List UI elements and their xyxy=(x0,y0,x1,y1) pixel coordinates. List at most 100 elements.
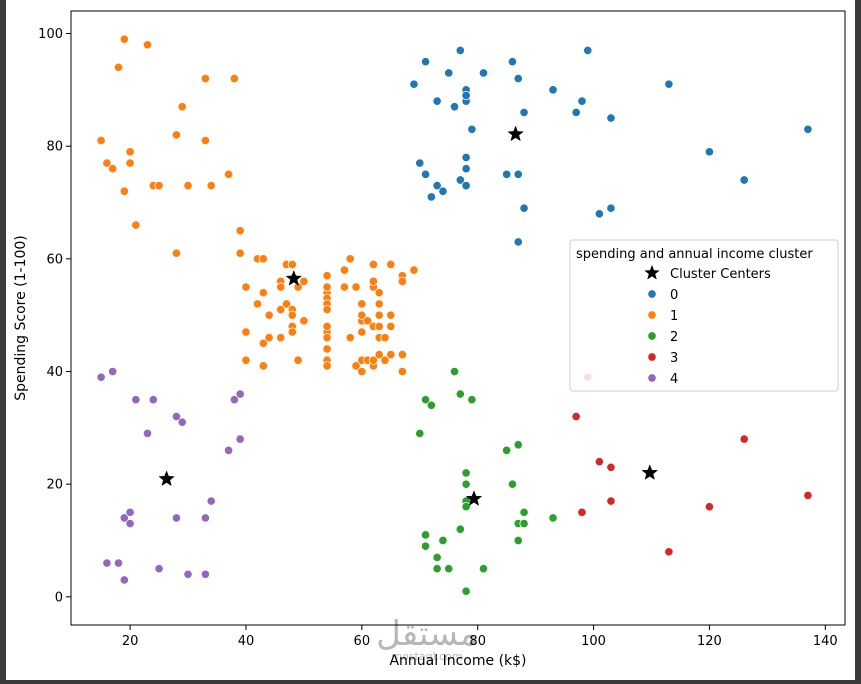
cluster-1-point xyxy=(131,220,141,230)
cluster-0-point xyxy=(704,147,715,157)
cluster-1-point xyxy=(96,135,106,146)
cluster-1-point xyxy=(345,333,355,343)
cluster-4-point xyxy=(200,513,210,523)
cluster-1-point xyxy=(154,181,164,191)
watermark-glyph: مستقل xyxy=(376,614,478,654)
legend-entries: Cluster Centers 0 1 2 3 4 xyxy=(644,265,771,387)
cluster-1-point xyxy=(322,304,332,315)
cluster-1-point xyxy=(368,276,378,286)
cluster-1-point xyxy=(119,186,129,196)
cluster-2-point xyxy=(461,479,471,489)
cluster-0-point xyxy=(502,169,512,179)
cluster-4-point xyxy=(148,395,158,405)
cluster-1-point xyxy=(322,344,332,354)
cluster-4-point xyxy=(154,564,164,574)
cluster-1-point xyxy=(374,288,384,298)
cluster-1-point xyxy=(409,265,419,275)
cluster-1-point xyxy=(264,310,274,320)
cluster-3-point xyxy=(803,490,813,501)
cluster-1-point xyxy=(206,181,216,191)
cluster-1-point xyxy=(125,158,135,168)
x-tick-label: 60 xyxy=(354,634,371,649)
cluster-0-point xyxy=(455,45,465,56)
cluster-2-point xyxy=(461,468,471,478)
cluster-center-point xyxy=(465,490,483,506)
cluster-1-point xyxy=(200,74,210,84)
cluster-3-point xyxy=(606,496,616,506)
cluster-1-point xyxy=(276,282,286,292)
watermark-url: mostaql.com xyxy=(391,650,462,663)
cluster-4-point xyxy=(108,366,118,377)
cluster-3-point xyxy=(739,434,749,444)
cluster-1-point xyxy=(386,310,396,320)
cluster-2-point xyxy=(420,395,431,405)
cluster-0-point xyxy=(409,79,419,89)
legend-label: Cluster Centers xyxy=(670,267,771,282)
cluster-0-point xyxy=(739,175,749,185)
cluster-1-point xyxy=(322,271,332,281)
cluster-0-point xyxy=(420,169,431,179)
cluster-3-point xyxy=(606,462,616,472)
cluster-0-point xyxy=(420,57,431,67)
cluster-center-point xyxy=(158,470,175,487)
cluster-2-point xyxy=(507,479,518,489)
cluster-4-point xyxy=(142,428,153,439)
cluster-1-point xyxy=(374,299,384,309)
cluster-0-point xyxy=(426,192,436,202)
cluster-0-point xyxy=(803,124,813,134)
cluster-1-point xyxy=(397,276,407,286)
cluster-0-point xyxy=(583,45,593,56)
cluster-0-point xyxy=(467,124,477,134)
legend-marker-cluster-centers xyxy=(644,265,660,280)
cluster-2-point xyxy=(519,507,529,517)
cluster-center-point xyxy=(285,269,303,286)
points-layer xyxy=(96,34,813,596)
cluster-1-point xyxy=(357,327,367,337)
x-tick-label: 120 xyxy=(697,634,722,649)
cluster-3-point xyxy=(577,507,587,517)
cluster-4-point xyxy=(206,496,216,506)
cluster-2-point xyxy=(513,535,523,546)
legend-label: 0 xyxy=(670,288,678,303)
cluster-1-point xyxy=(258,338,268,348)
cluster-0-point xyxy=(519,107,529,117)
cluster-0-point xyxy=(664,79,674,89)
x-tick-label: 140 xyxy=(813,634,838,649)
cluster-1-point xyxy=(142,40,153,50)
legend-marker-cluster-0 xyxy=(647,289,657,299)
cluster-2-point xyxy=(519,519,529,529)
cluster-center-point xyxy=(507,125,524,142)
cluster-1-point xyxy=(322,361,332,371)
cluster-4-point xyxy=(171,513,182,523)
chart-figure: 20 40 60 80 100 120 140 0 20 40 60 80 100 Annual In… xyxy=(6,0,855,680)
cluster-1-point xyxy=(102,158,112,168)
legend-label: 4 xyxy=(670,372,678,387)
cluster-4-point xyxy=(119,575,129,585)
cluster-1-point xyxy=(374,310,384,320)
cluster-1-point xyxy=(386,350,396,360)
cluster-0-point xyxy=(432,181,442,191)
cluster-4-point xyxy=(235,389,245,399)
cluster-0-point xyxy=(594,209,604,219)
cluster-2-point xyxy=(444,564,454,574)
legend: spending and annual income cluster Clust… xyxy=(569,239,839,392)
cluster-0-point xyxy=(461,152,471,163)
cluster-1-point xyxy=(397,366,407,377)
cluster-3-point xyxy=(571,412,581,422)
cluster-0-point xyxy=(415,158,425,168)
cluster-4-point xyxy=(96,372,106,382)
legend-label: 2 xyxy=(670,330,678,345)
cluster-0-point xyxy=(478,68,489,78)
cluster-0-point xyxy=(461,90,471,101)
cluster-2-point xyxy=(426,400,436,410)
legend-marker-cluster-4 xyxy=(647,373,657,383)
cluster-2-point xyxy=(420,530,431,540)
cluster-1-point xyxy=(287,327,297,337)
legend-marker-cluster-3 xyxy=(647,352,657,362)
cluster-1-point xyxy=(241,327,251,337)
cluster-1-point xyxy=(258,361,268,371)
cluster-2-point xyxy=(461,586,471,596)
cluster-1-point xyxy=(119,34,129,44)
y-axis: 0 20 40 60 80 100 xyxy=(38,27,71,605)
cluster-1-point xyxy=(363,316,373,326)
